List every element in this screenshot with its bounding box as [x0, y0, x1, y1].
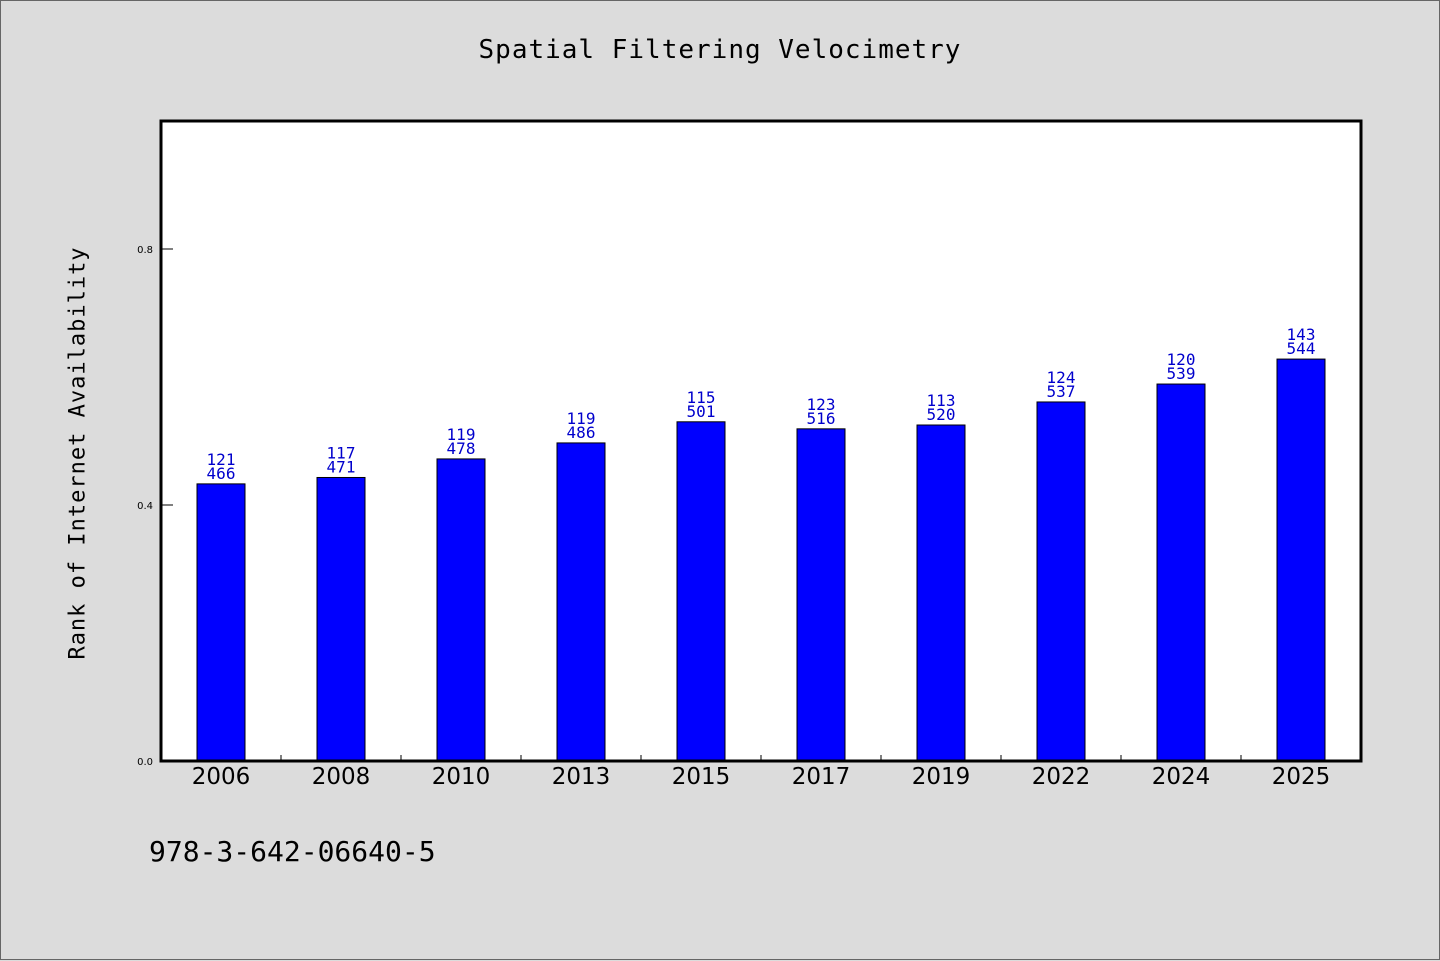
data-label: 539 — [1167, 364, 1196, 383]
bar — [1036, 401, 1086, 762]
bar — [796, 428, 846, 762]
x-tick-label: 2006 — [192, 764, 251, 790]
x-tick-label: 2008 — [312, 764, 371, 790]
x-tick-label: 2017 — [792, 764, 851, 790]
y-tick-label: 0.8 — [137, 245, 153, 256]
x-tick-label: 2019 — [912, 764, 971, 790]
data-label: 117 — [327, 443, 356, 462]
data-label: 537 — [1047, 382, 1076, 401]
data-label: 119 — [567, 409, 596, 428]
isbn-footnote: 978-3-642-06640-5 — [149, 835, 436, 868]
data-label: 121 — [207, 450, 236, 469]
x-tick-label: 2010 — [432, 764, 491, 790]
y-tick-label: 0.0 — [137, 757, 153, 768]
data-label: 113 — [927, 391, 956, 410]
y-tick-label: 0.4 — [137, 501, 153, 512]
bar — [196, 483, 246, 762]
data-label: 124 — [1047, 368, 1076, 387]
data-label: 120 — [1167, 350, 1196, 369]
data-label: 119 — [447, 425, 476, 444]
x-tick-label: 2022 — [1032, 764, 1091, 790]
x-tick-label: 2024 — [1152, 764, 1211, 790]
data-label: 478 — [447, 439, 476, 458]
bar — [556, 442, 606, 762]
chart-title: Spatial Filtering Velocimetry — [478, 35, 962, 65]
data-label: 143 — [1287, 325, 1316, 344]
bar — [1276, 358, 1326, 762]
plot-border — [159, 119, 1363, 763]
data-label: 466 — [207, 464, 236, 483]
x-tick-label: 2013 — [552, 764, 611, 790]
data-label: 115 — [687, 388, 716, 407]
data-label: 516 — [807, 409, 836, 428]
data-label: 501 — [687, 402, 716, 421]
bar — [436, 458, 486, 762]
x-tick-label: 2015 — [672, 764, 731, 790]
x-tick-label: 2025 — [1272, 764, 1331, 790]
data-label: 471 — [327, 457, 356, 476]
data-label: 486 — [567, 423, 596, 442]
bar — [316, 476, 366, 762]
bar — [1156, 383, 1206, 762]
bar — [676, 421, 726, 762]
data-label: 520 — [927, 405, 956, 424]
data-label: 544 — [1287, 339, 1316, 358]
data-label: 123 — [807, 395, 836, 414]
bar — [916, 424, 966, 762]
